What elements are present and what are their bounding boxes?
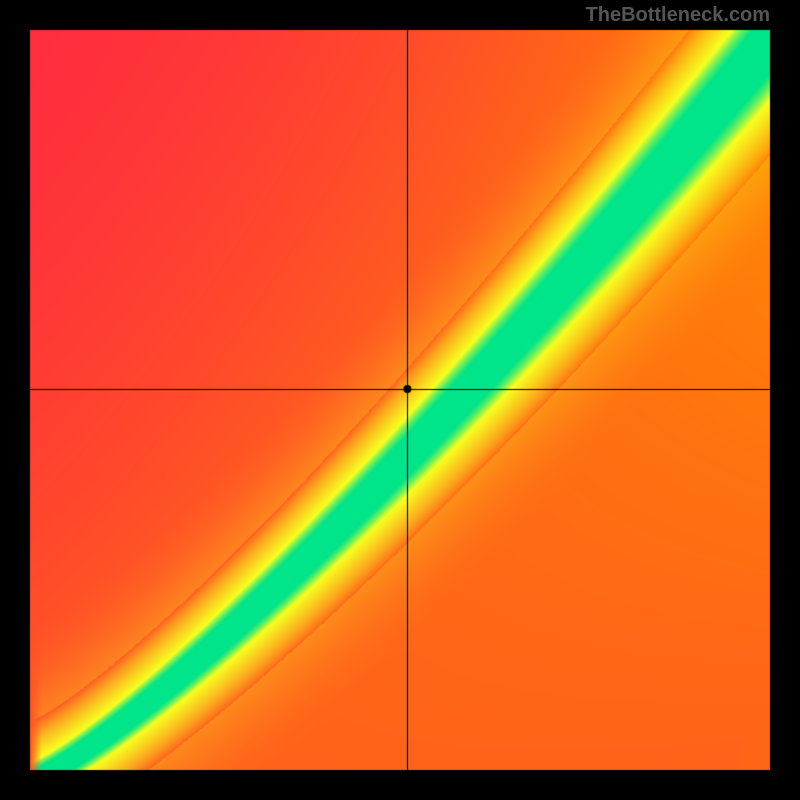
watermark-text: TheBottleneck.com xyxy=(586,4,770,27)
bottleneck-heatmap xyxy=(0,0,800,800)
